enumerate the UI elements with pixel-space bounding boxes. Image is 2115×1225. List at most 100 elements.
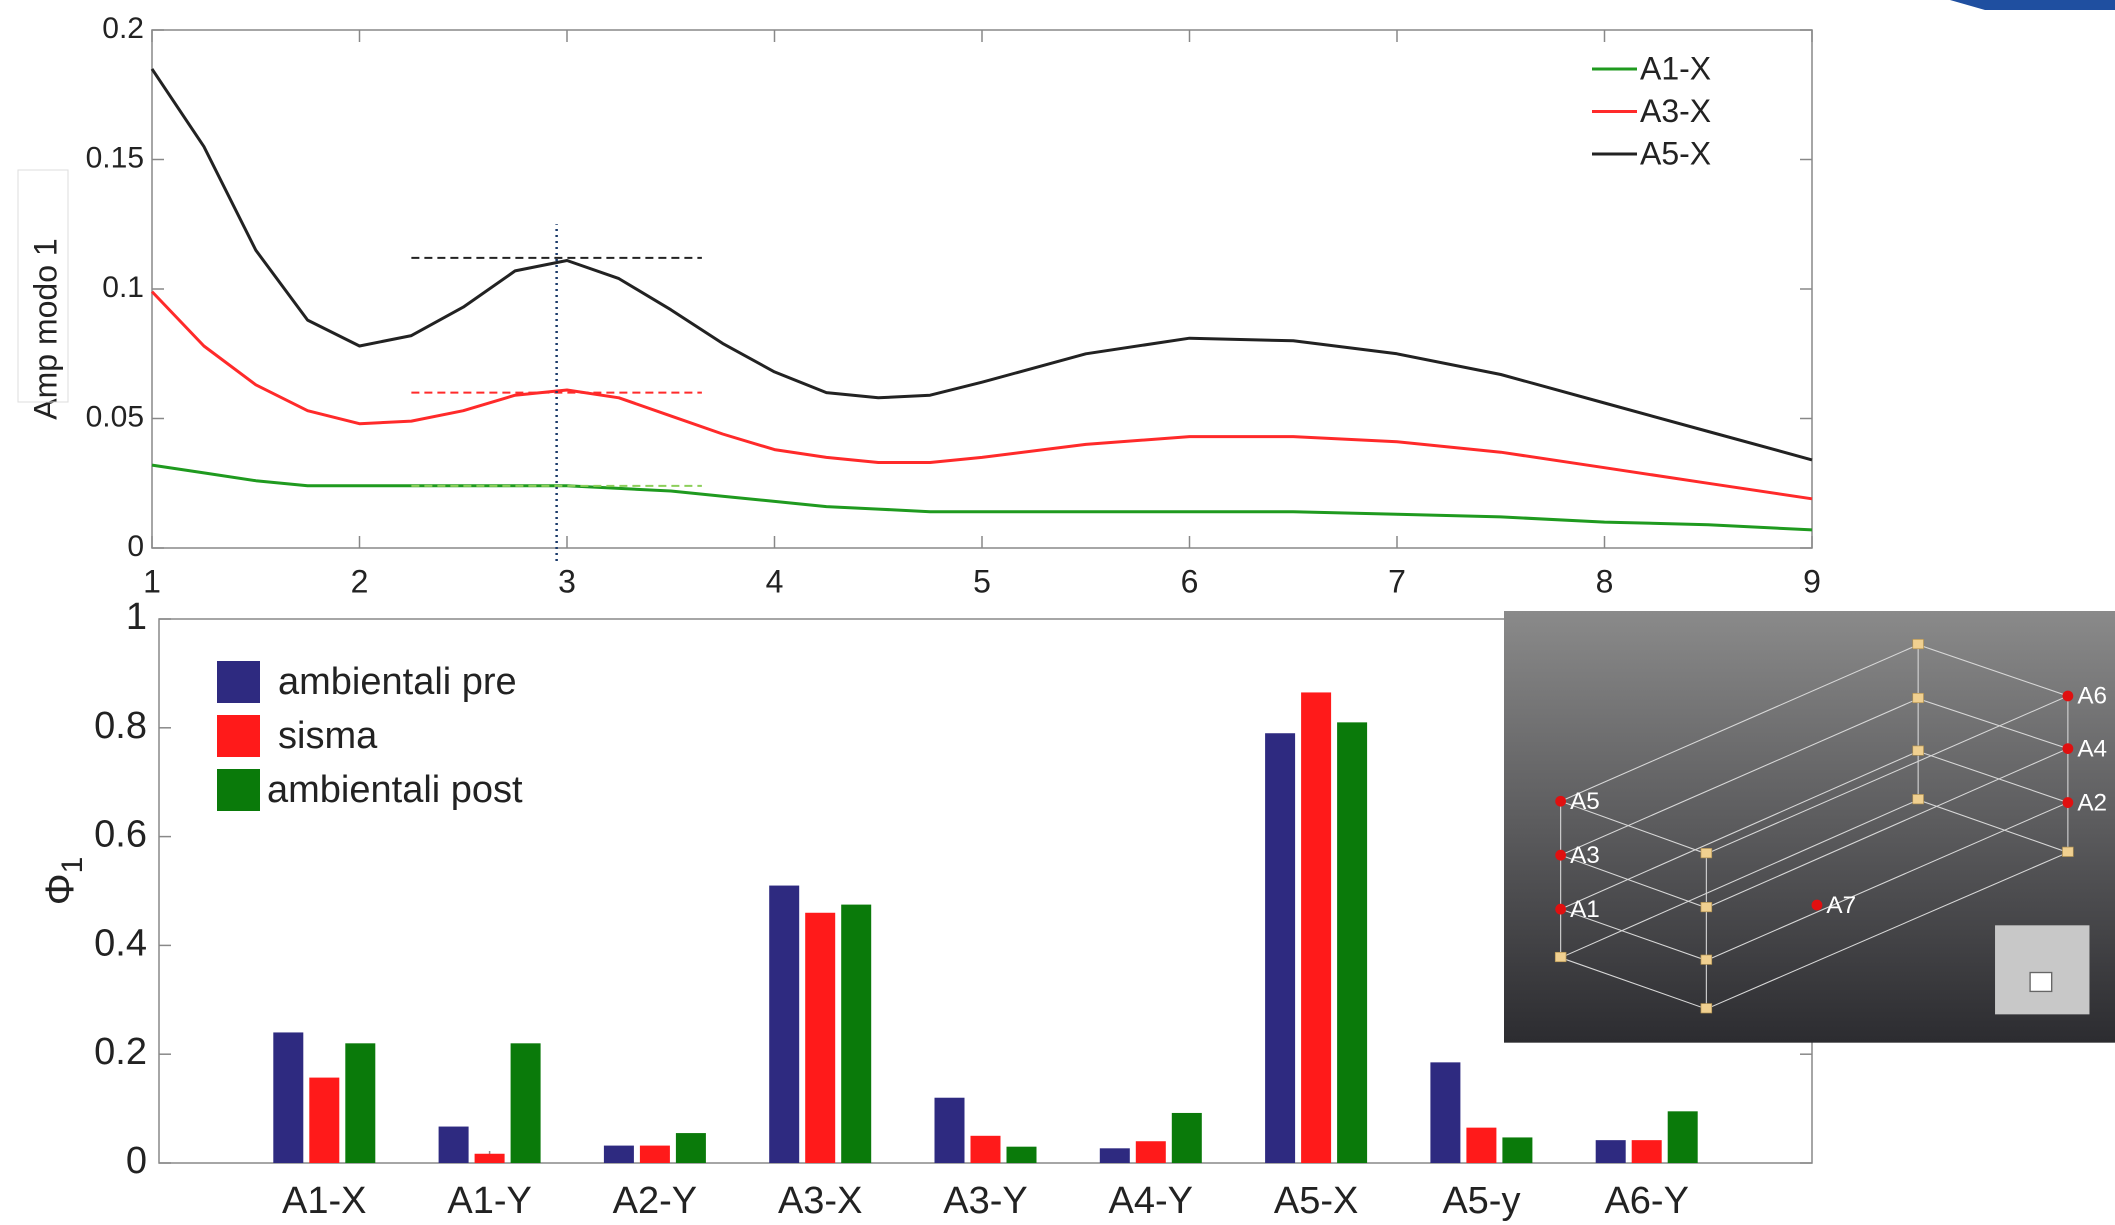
bar xyxy=(1632,1140,1662,1163)
legend-label: A1-X xyxy=(1640,50,1711,86)
x-tick-label: A1-X xyxy=(282,1180,366,1222)
bar xyxy=(1430,1062,1460,1163)
y-axis-label-subscript: 1 xyxy=(56,857,89,874)
y-tick-label: 0.8 xyxy=(94,705,147,747)
x-tick-label: 1 xyxy=(143,563,161,599)
legend-swatch xyxy=(217,661,260,703)
y-tick-label: 0.1 xyxy=(102,271,144,304)
y-axis-label: Φ1 xyxy=(38,857,89,906)
x-tick-label: A1-Y xyxy=(447,1180,531,1222)
node xyxy=(1913,693,1924,702)
x-tick-label: A5-X xyxy=(1274,1180,1358,1222)
legend-label: A3-X xyxy=(1640,93,1711,129)
node xyxy=(1913,639,1924,648)
x-tick-label: A3-X xyxy=(778,1180,862,1222)
plot-frame xyxy=(152,30,1812,548)
sensor-label: A7 xyxy=(1826,892,1856,919)
node xyxy=(2062,847,2073,856)
bar xyxy=(1466,1128,1496,1163)
x-tick-label: A4-Y xyxy=(1109,1180,1193,1222)
sensor-label: A6 xyxy=(2077,683,2107,710)
x-tick-label: 7 xyxy=(1388,563,1406,599)
sensor-label: A5 xyxy=(1570,788,1600,815)
y-tick-label: 0.2 xyxy=(94,1031,147,1073)
bar xyxy=(676,1133,706,1163)
node xyxy=(1913,794,1924,803)
corner-decoration xyxy=(1950,0,2115,10)
bar xyxy=(345,1043,375,1163)
sensor xyxy=(1812,900,1823,911)
bar xyxy=(309,1078,339,1163)
sensor-label: A1 xyxy=(1570,896,1600,923)
sensor-label: A4 xyxy=(2077,735,2107,762)
bar xyxy=(1668,1111,1698,1163)
bar xyxy=(1337,722,1367,1163)
bar xyxy=(1136,1141,1166,1163)
y-axis-label-symbol: Φ xyxy=(38,873,82,905)
bar xyxy=(273,1032,303,1163)
axis-widget-cube xyxy=(2030,973,2052,992)
bar xyxy=(1596,1140,1626,1163)
legend-label: sisma xyxy=(278,715,378,757)
x-tick-label: 8 xyxy=(1596,563,1614,599)
bar xyxy=(1172,1113,1202,1163)
legend-label: A5-X xyxy=(1640,135,1711,171)
axis-widget xyxy=(1995,925,2089,1014)
y-tick-label: 0.15 xyxy=(86,141,144,174)
bar xyxy=(475,1154,505,1163)
x-tick-label: 2 xyxy=(351,563,369,599)
sensor xyxy=(2062,743,2073,754)
node xyxy=(1701,955,1712,964)
node xyxy=(1701,848,1712,857)
legend-swatch xyxy=(217,715,260,757)
y-tick-label: 0.6 xyxy=(94,814,147,856)
legend-swatch xyxy=(217,769,260,811)
sensor-label: A3 xyxy=(1570,842,1600,869)
x-tick-label: A2-Y xyxy=(613,1180,697,1222)
x-tick-label: 6 xyxy=(1181,563,1199,599)
line-series xyxy=(152,292,1812,499)
bar xyxy=(511,1043,541,1163)
x-tick-label: A5-y xyxy=(1442,1180,1520,1222)
bar xyxy=(841,905,871,1163)
node xyxy=(1555,952,1566,961)
page: {"chart_data": [ {"type": "line", "ylabe… xyxy=(0,0,2115,1225)
legend-label: ambientali pre xyxy=(278,661,517,703)
x-tick-label: 9 xyxy=(1803,563,1821,599)
sensor-label: A2 xyxy=(2077,789,2107,816)
sensor xyxy=(1555,850,1566,861)
x-tick-label: 4 xyxy=(766,563,784,599)
node xyxy=(1701,902,1712,911)
sensor xyxy=(2062,797,2073,808)
line-series xyxy=(152,69,1812,460)
x-tick-label: A3-Y xyxy=(943,1180,1027,1222)
bar xyxy=(439,1127,469,1163)
x-tick-label: 3 xyxy=(558,563,576,599)
line-series xyxy=(152,465,1812,530)
bar xyxy=(971,1136,1001,1163)
bar xyxy=(1100,1148,1130,1163)
y-axis-label: Amp modo 1 xyxy=(27,238,63,419)
node xyxy=(1701,1004,1712,1013)
inset-model-view: A5 A3 A1 A6 A4 A2 A7 xyxy=(1504,611,2115,1043)
line-chart: 00.050.10.150.2123456789Amp modo 1A1-XA3… xyxy=(18,12,1821,600)
y-tick-label: 0 xyxy=(127,530,144,563)
y-tick-label: 0.05 xyxy=(86,400,144,433)
sensor xyxy=(1555,796,1566,807)
y-tick-label: 1 xyxy=(126,596,147,638)
y-tick-label: 0.4 xyxy=(94,922,147,964)
figure: 0 0.05 0.1 0.15 0.2 1 2 3 4 5 6 7 8 9 Amp modo 1 A1-X A3… xyxy=(0,0,2115,1225)
bar xyxy=(1007,1147,1037,1163)
bar xyxy=(604,1146,634,1163)
bar xyxy=(1265,733,1295,1163)
sensor xyxy=(2062,691,2073,702)
bar xyxy=(640,1146,670,1163)
bar xyxy=(1301,692,1331,1163)
x-tick-label: A6-Y xyxy=(1604,1180,1688,1222)
bar xyxy=(1502,1137,1532,1163)
y-tick-label: 0 xyxy=(126,1140,147,1182)
x-tick-label: 5 xyxy=(973,563,991,599)
bar xyxy=(935,1098,965,1163)
node xyxy=(1913,746,1924,755)
bar xyxy=(805,913,835,1163)
